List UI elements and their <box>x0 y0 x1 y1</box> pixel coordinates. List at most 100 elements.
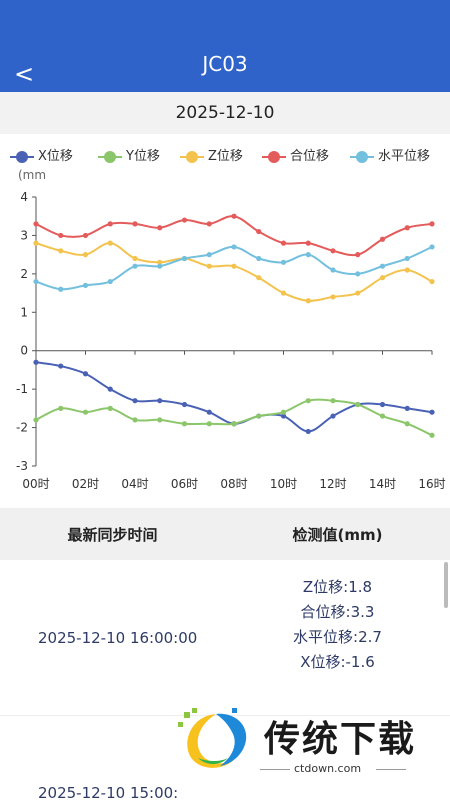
series-point-3 <box>355 252 361 258</box>
series-point-0 <box>206 409 212 415</box>
series-point-2 <box>305 298 311 304</box>
series-point-1 <box>256 413 262 419</box>
table-row[interactable]: 2025-12-10 16:00:00 Z位移:1.8 合位移:3.3 水平位移… <box>0 575 450 685</box>
date-selector[interactable]: 2025-12-10 <box>0 92 450 134</box>
series-point-4 <box>231 244 237 250</box>
series-point-0 <box>157 398 163 404</box>
series-point-3 <box>181 217 188 223</box>
series-point-3 <box>107 221 113 227</box>
series-point-1 <box>355 401 361 408</box>
series-point-3 <box>231 213 237 219</box>
series-point-2 <box>206 263 212 269</box>
series-point-3 <box>379 236 386 242</box>
back-button[interactable]: < <box>14 60 42 88</box>
series-point-3 <box>256 228 262 235</box>
series-point-1 <box>33 417 39 423</box>
legend-item-horizontal[interactable]: 水平位移 <box>350 146 430 168</box>
watermark-logo-icon <box>178 708 247 768</box>
series-line-2 <box>35 242 433 302</box>
page-title: JC03 <box>202 52 248 76</box>
y-tick-label: 4 <box>20 190 28 204</box>
value-x: X位移:-1.6 <box>300 653 375 671</box>
series-point-0 <box>82 371 89 377</box>
series-point-0 <box>330 413 336 419</box>
series-point-4 <box>107 278 113 285</box>
series-point-1 <box>280 409 287 415</box>
y-tick-label: -2 <box>16 421 28 435</box>
series-point-2 <box>82 252 89 258</box>
series-point-4 <box>330 267 336 273</box>
series-point-1 <box>181 421 188 427</box>
series-point-4 <box>58 286 64 292</box>
series-point-1 <box>429 432 435 438</box>
col-sync-time: 最新同步时间 <box>67 526 158 544</box>
series-line-1 <box>35 398 433 437</box>
series-point-0 <box>107 386 113 392</box>
series-point-4 <box>157 263 163 269</box>
series-point-4 <box>206 252 212 258</box>
value-z: Z位移:1.8 <box>302 578 373 596</box>
row-time: 2025-12-10 16:00:00 <box>38 629 198 647</box>
series-point-4 <box>181 255 188 262</box>
series-point-4 <box>404 255 410 262</box>
scrollbar[interactable] <box>444 562 448 608</box>
x-tick-label: 16时 <box>418 477 445 491</box>
series-point-0 <box>181 401 188 408</box>
series-point-2 <box>355 290 361 296</box>
series-point-0 <box>305 428 311 435</box>
series-point-4 <box>355 271 361 277</box>
series-point-3 <box>157 225 163 231</box>
watermark-url: ctdown.com <box>294 762 362 775</box>
series-point-2 <box>429 278 435 285</box>
series-point-4 <box>132 263 138 269</box>
y-axis-unit: (mm <box>18 168 47 182</box>
series-point-2 <box>379 275 386 281</box>
legend-item-x[interactable]: X位移 <box>10 146 73 168</box>
watermark-text: 传统下载 <box>264 719 417 760</box>
y-tick-label: 0 <box>20 344 28 358</box>
series-point-0 <box>132 398 138 404</box>
x-tick-label: 12时 <box>319 477 346 491</box>
legend-item-z[interactable]: Z位移 <box>180 146 243 168</box>
x-tick-label: 06时 <box>171 477 198 491</box>
series-point-2 <box>58 248 64 254</box>
series-point-2 <box>107 240 113 246</box>
table-row[interactable]: 2025-12-10 15:00: <box>0 780 450 802</box>
series-point-3 <box>429 221 435 227</box>
series-point-1 <box>58 405 64 411</box>
x-tick-label: 08时 <box>220 477 247 491</box>
legend-item-y[interactable]: Y位移 <box>98 146 160 168</box>
series-point-3 <box>33 221 39 227</box>
series-point-1 <box>231 421 237 427</box>
series-point-2 <box>404 267 410 273</box>
chart-plot: 4 3 2 1 0 -1 -2 -3 00时 02时 04时 06时 08时 10时 12时 14时 16时 <box>16 190 446 491</box>
chart-legend: X位移 Y位移 Z位移 合位移 水平位移 <box>10 146 450 168</box>
app-header: < JC03 <box>0 0 450 92</box>
series-point-0 <box>379 401 386 408</box>
legend-item-total[interactable]: 合位移 <box>262 146 329 168</box>
series-point-2 <box>157 259 163 265</box>
series-point-3 <box>206 221 212 227</box>
row-values: Z位移:1.8 合位移:3.3 水平位移:2.7 X位移:-1.6 <box>240 575 435 675</box>
series-point-2 <box>231 263 237 269</box>
series-point-1 <box>132 417 138 423</box>
series-point-0 <box>429 409 435 415</box>
series-point-4 <box>305 252 311 258</box>
y-tick-label: -1 <box>16 382 28 396</box>
x-tick-label: 00时 <box>22 477 49 491</box>
series-point-2 <box>330 294 336 300</box>
series-point-3 <box>330 248 336 254</box>
row-time: 2025-12-10 15:00: <box>38 784 179 802</box>
y-tick-label: 3 <box>20 228 28 242</box>
series-point-1 <box>206 421 212 427</box>
series-point-1 <box>330 398 336 404</box>
displacement-chart: X位移 Y位移 Z位移 合位移 水平位移 (mm 4 3 2 1 0 -1 -2 -3 00时 0… <box>0 134 450 504</box>
series-point-4 <box>429 244 435 250</box>
series-point-2 <box>33 240 39 246</box>
table-header: 最新同步时间 检测值(mm) <box>0 508 450 560</box>
chevron-left-icon: < <box>14 60 35 88</box>
series-point-1 <box>379 413 386 419</box>
series-point-4 <box>280 259 287 265</box>
x-tick-label: 14时 <box>369 477 396 491</box>
series-point-3 <box>404 225 410 231</box>
